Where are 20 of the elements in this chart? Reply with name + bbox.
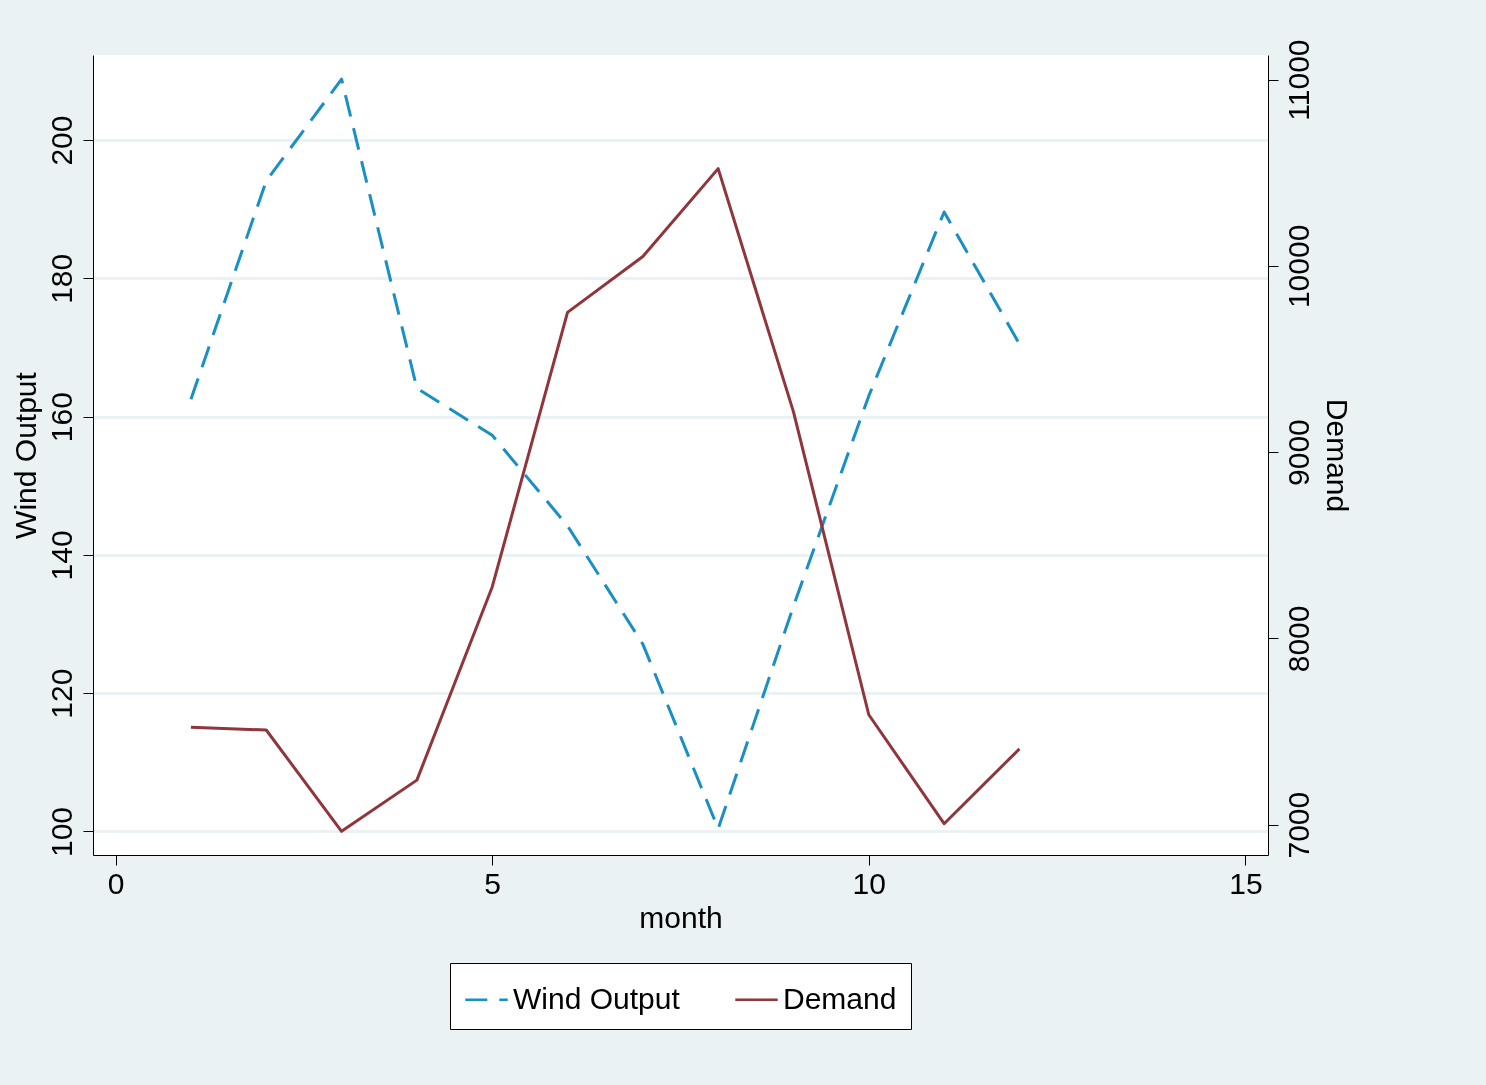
legend-label: Demand	[783, 981, 897, 1015]
y-tick-label: 120	[44, 668, 78, 719]
y2-tick-label: 7000	[1281, 791, 1315, 859]
y-tick-label: 160	[44, 392, 78, 443]
x-tick-label: 0	[107, 866, 125, 900]
y2-tick-label: 11000	[1281, 39, 1315, 121]
y-tick-label: 100	[44, 806, 78, 858]
y-tick-label: 140	[44, 530, 78, 581]
x-tick-label: 15	[1229, 866, 1263, 900]
x-tick-label: 5	[484, 866, 502, 900]
legend-label: Wind Output	[513, 981, 681, 1015]
y2-tick-label: 10000	[1281, 224, 1315, 309]
y-axis-title: Wind Output	[8, 371, 42, 539]
x-axis-title: month	[639, 900, 723, 934]
y-tick-label: 200	[44, 115, 78, 166]
y2-tick-label: 8000	[1281, 605, 1315, 673]
y2-axis-title: Demand	[1320, 398, 1354, 513]
x-tick-label: 10	[852, 866, 886, 900]
y-tick-label: 180	[44, 253, 78, 304]
y2-tick-label: 9000	[1281, 419, 1315, 486]
